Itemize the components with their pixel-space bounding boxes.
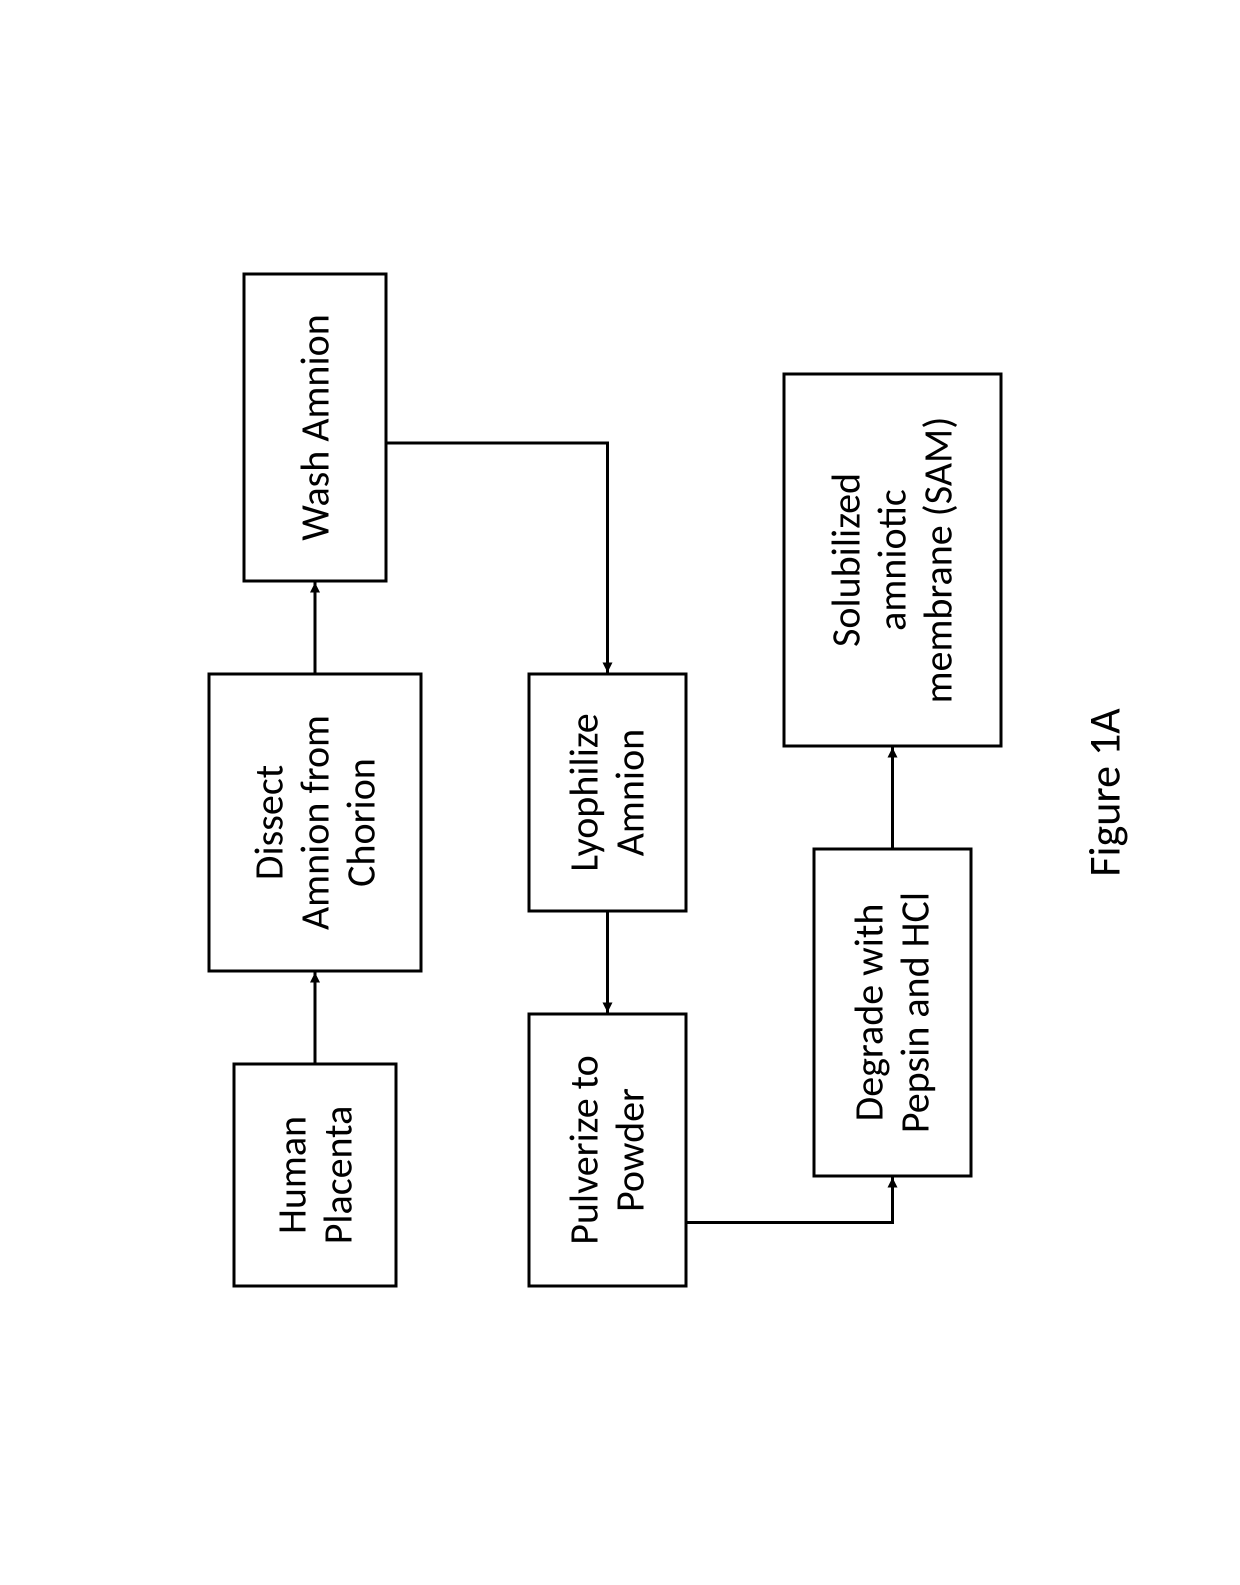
flowchart-canvas: Figure 1A HumanPlacenta DissectAmnion fro…	[0, 173, 1240, 1413]
flow-node-n2: DissectAmnion fromChorion	[208, 673, 423, 973]
figure-caption: Figure 1A	[1078, 603, 1132, 983]
flow-node-n6: Degrade withPepsin and HCl	[813, 848, 973, 1178]
flow-node-n4: LyophilizeAmnion	[528, 673, 688, 913]
flow-node-n5: Pulverize toPowder	[528, 1013, 688, 1288]
flow-node-n1: HumanPlacenta	[233, 1063, 398, 1288]
flow-node-n7: Solubilizedamnioticmembrane (SAM)	[783, 373, 1003, 748]
flow-node-n3: Wash Amnion	[243, 273, 388, 583]
